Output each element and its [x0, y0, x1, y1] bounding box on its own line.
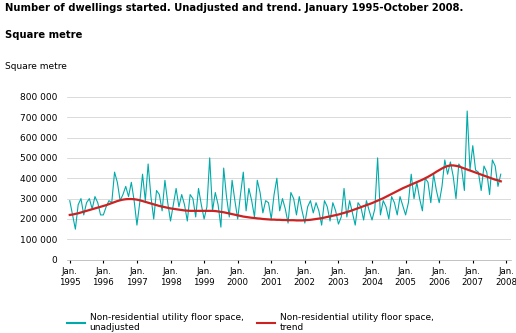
- Text: Number of dwellings started. Unadjusted and trend. January 1995-October 2008.: Number of dwellings started. Unadjusted …: [5, 3, 463, 13]
- Legend: Non-residential utility floor space,
unadjusted, Non-residential utility floor s: Non-residential utility floor space, una…: [67, 313, 433, 332]
- Text: Square metre: Square metre: [5, 30, 83, 40]
- Text: Square metre: Square metre: [5, 62, 67, 71]
